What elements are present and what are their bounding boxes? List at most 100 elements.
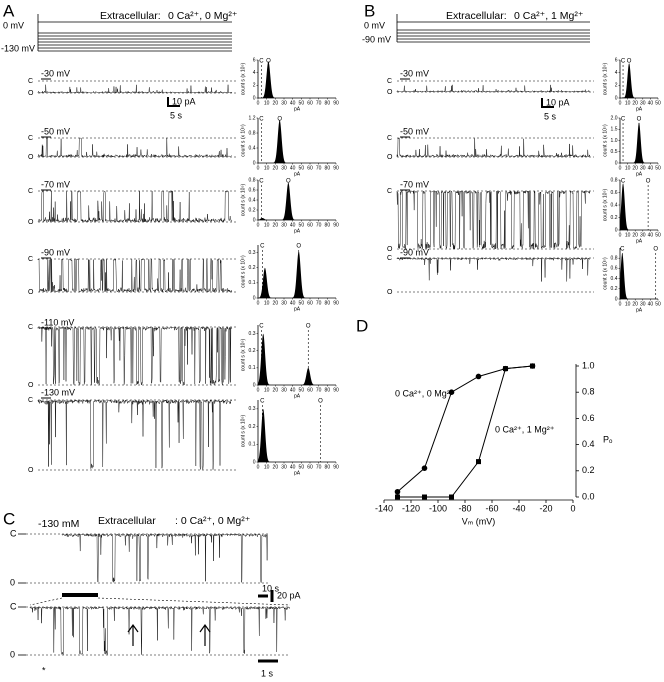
open-label: 0: [10, 577, 15, 587]
current-trace: [37, 137, 232, 158]
hist-y-tick-label: 4: [253, 70, 256, 76]
current-trace: [396, 190, 591, 250]
hist-marker-label: O: [296, 244, 301, 250]
hist-x-tick-label: 10: [264, 300, 270, 306]
voltage-label: -30 mV: [400, 68, 429, 78]
open-label: O: [28, 90, 34, 97]
closed-label: C: [28, 188, 33, 195]
hist-x-tick-label: 70: [316, 464, 322, 470]
hist-y-tick-label: 0: [615, 227, 618, 233]
hist-x-tick-label: 30: [281, 100, 287, 106]
zoom-line: [29, 597, 63, 606]
scale-bar: [167, 97, 180, 107]
hist-y-label: count s (x 10⁵): [240, 124, 246, 157]
arrows: [127, 623, 211, 646]
hist-y-tick-label: 0: [615, 160, 618, 166]
current-trace: [37, 190, 233, 223]
hist-x-tick-label: 30: [640, 100, 646, 106]
current-trace: [396, 137, 591, 158]
data-point: [503, 366, 508, 372]
panel-label: A: [3, 1, 15, 20]
hist-area: [620, 183, 658, 230]
hist-y-tick-label: 0.3: [249, 250, 256, 256]
scale-current: 10 pA: [172, 96, 196, 106]
hist-x-tick-label: 10: [625, 232, 631, 238]
hist-y-tick-label: 0.2: [249, 265, 256, 271]
hist-area: [620, 253, 658, 299]
hist-x-tick-label: 40: [290, 300, 296, 306]
current-trace: [37, 258, 233, 293]
hist-y-tick-label: 0.2: [249, 348, 256, 354]
hist-x-tick-label: 10: [264, 464, 270, 470]
hist-x-tick-label: 50: [299, 165, 305, 171]
hist-x-tick-label: 90: [333, 300, 339, 306]
current-trace: [37, 84, 233, 94]
y-tick-label: 0.4: [582, 439, 595, 449]
scale-time: 5 s: [544, 111, 557, 121]
hist-marker-label: C: [620, 247, 625, 253]
hist-y-tick-label: 1.2: [249, 115, 256, 121]
hist-y-label: count s (x 10⁵): [602, 257, 608, 290]
hist-x-tick-label: 10: [625, 301, 631, 307]
hist-y-tick-label: 1.0: [611, 138, 618, 144]
hist-y-tick-label: 0: [253, 459, 256, 465]
open-label: 0: [10, 649, 15, 659]
x-tick-label: -140: [375, 503, 393, 513]
hist-x-tick-label: 90: [333, 165, 339, 171]
hist-x-tick-label: 20: [632, 232, 638, 238]
hist-marker-label: O: [627, 59, 632, 65]
hist-x-tick-label: 40: [648, 232, 654, 238]
hist-x-tick-label: 60: [307, 100, 313, 106]
hist-x-tick-label: 60: [307, 387, 313, 393]
hist-x-label: pA: [294, 470, 301, 476]
y-tick-label: 0.8: [582, 387, 595, 397]
hist-x-tick-label: 0: [257, 165, 260, 171]
hist-y-tick-label: 1.5: [611, 127, 618, 133]
hist-marker-label: C: [259, 324, 264, 330]
closed-label: C: [387, 78, 392, 85]
hist-x-tick-label: 20: [273, 222, 279, 228]
closed-label: C: [28, 256, 33, 263]
open-label: O: [387, 246, 393, 253]
current-trace: [61, 533, 268, 584]
hist-y-tick-label: 0.1: [249, 365, 256, 371]
hist-y-tick-label: 2: [253, 83, 256, 89]
hist-x-tick-label: 50: [299, 100, 305, 106]
closed-label: C: [28, 324, 33, 331]
solution: 0 Ca²⁺, 1 Mg²⁺: [514, 10, 584, 22]
panel-label: C: [3, 509, 15, 528]
hist-y-tick-label: 0: [253, 217, 256, 223]
hist-x-tick-label: 30: [640, 232, 646, 238]
hist-x-tick-label: 50: [299, 464, 305, 470]
hist-marker-label: C: [259, 59, 264, 65]
hist-y-label: count s (x 10⁵): [240, 62, 246, 95]
open-label: O: [28, 467, 34, 474]
hist-y-tick-label: 0.4: [611, 276, 618, 282]
hist-y-tick-label: 0.2: [611, 215, 618, 221]
hist-x-tick-label: 80: [325, 165, 331, 171]
voltage-label: -70 mV: [41, 179, 70, 189]
y-tick-label: 0.2: [582, 465, 595, 475]
hist-x-tick-label: 40: [290, 165, 296, 171]
hist-y-tick-label: 6: [253, 57, 256, 63]
hist-x-tick-label: 60: [307, 165, 313, 171]
current-trace: [396, 84, 590, 93]
hist-y-tick-label: 0.8: [249, 177, 256, 183]
open-label: O: [28, 154, 34, 161]
hist-area: [620, 63, 658, 98]
hist-y-tick-label: 0.6: [249, 187, 256, 193]
hist-marker-label: O: [653, 247, 658, 253]
hist-x-tick-label: 50: [299, 300, 305, 306]
hist-y-tick-label: 0: [253, 160, 256, 166]
hist-y-tick-label: 0.3: [249, 406, 256, 412]
hist-y-tick-label: 2: [615, 83, 618, 89]
voltage-label: -50 mV: [400, 126, 429, 136]
hist-x-tick-label: 20: [632, 301, 638, 307]
hist-x-tick-label: 30: [281, 387, 287, 393]
closed-label: C: [387, 135, 392, 142]
hist-x-tick-label: 50: [655, 100, 661, 106]
data-point: [448, 389, 455, 396]
